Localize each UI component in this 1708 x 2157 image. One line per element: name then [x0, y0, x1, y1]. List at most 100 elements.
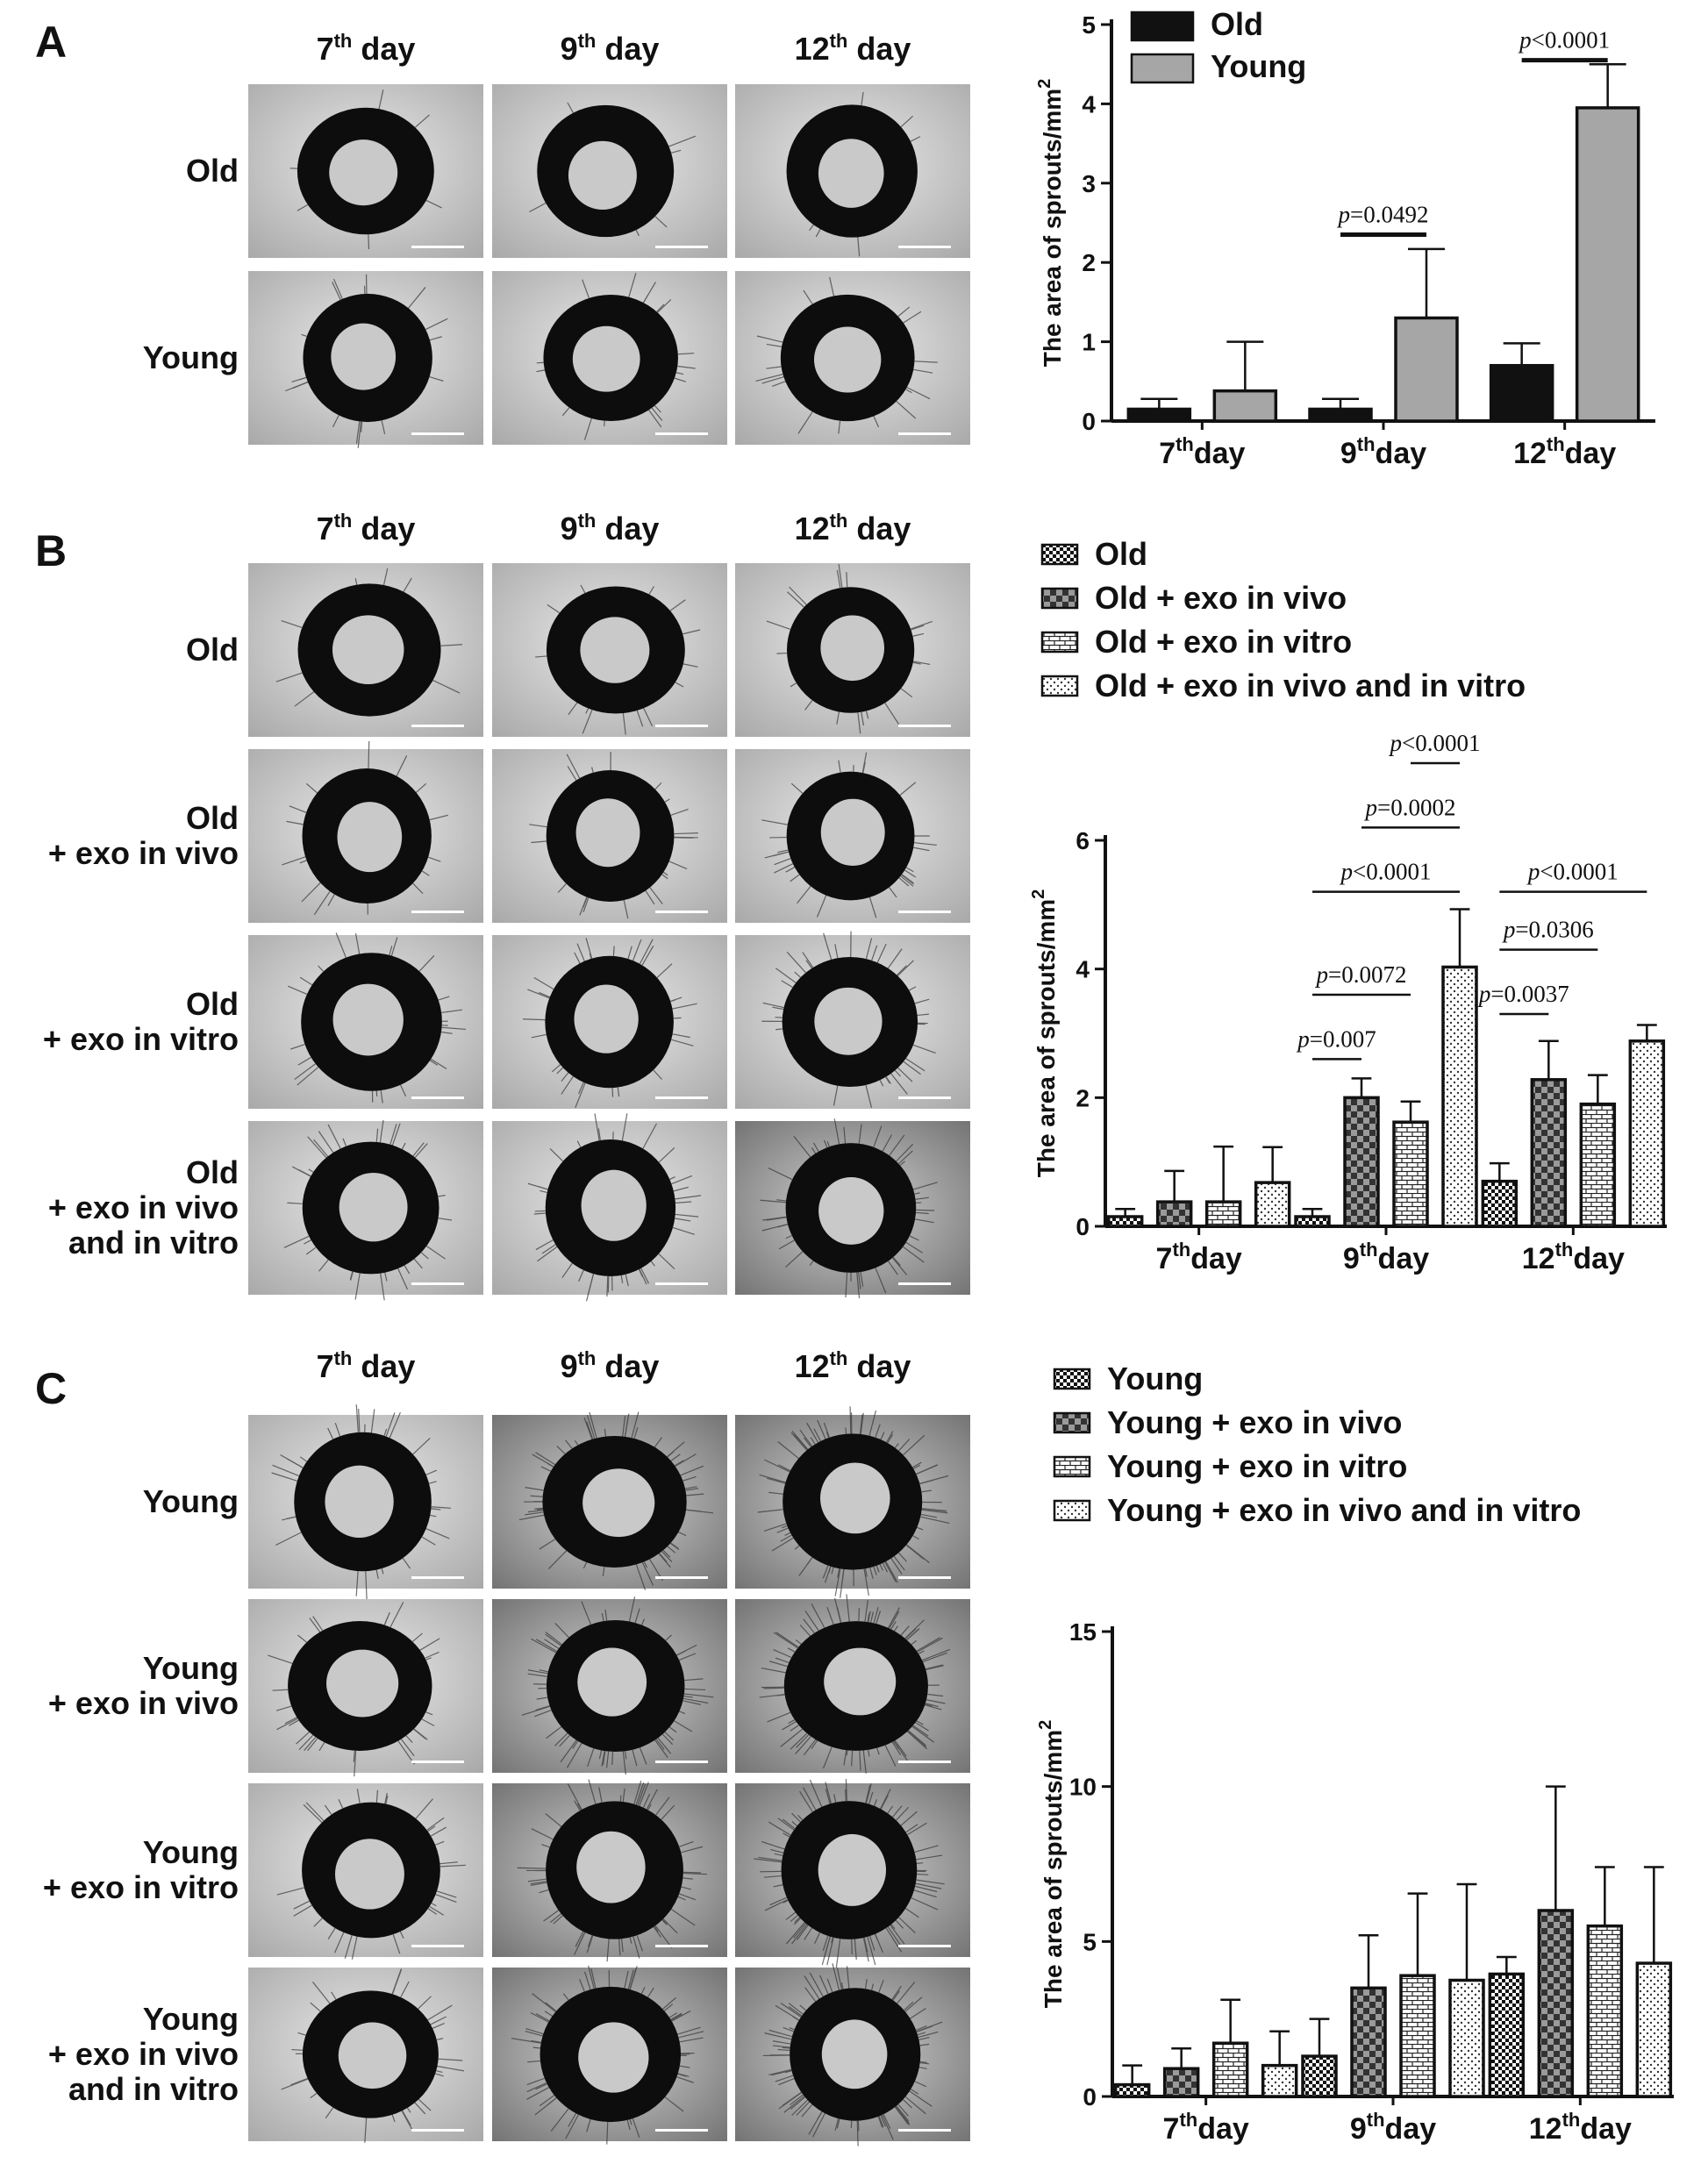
ring-lumen [576, 1831, 646, 1903]
bar [1261, 2063, 1298, 2098]
p-value-label: p=0.0306 [1502, 917, 1594, 943]
ring-lumen [332, 983, 404, 1056]
legend-swatch [1053, 1455, 1091, 1478]
scale-bar [655, 725, 708, 727]
ring-lumen [574, 984, 639, 1054]
y-tick-label: 1 [1082, 329, 1096, 356]
scale-bar [411, 725, 464, 727]
column-header: 9th day [561, 30, 660, 67]
column-header: 9th day [561, 510, 660, 546]
day-word: day [352, 1348, 415, 1384]
ring-lumen [820, 798, 885, 866]
day-number: 9 [561, 511, 578, 546]
micrograph [248, 1120, 483, 1301]
sprouts [517, 1779, 707, 1962]
p-symbol: p [1337, 202, 1351, 228]
scale-bar [898, 1282, 951, 1285]
micrograph [248, 1783, 483, 1960]
day-word: day [1580, 2112, 1632, 2146]
day-word: day [352, 31, 415, 67]
ordinal-suffix: th [1172, 1239, 1190, 1261]
day-word: day [596, 31, 659, 67]
bar [1575, 106, 1640, 423]
sprouts [271, 1404, 451, 1600]
micrograph [492, 271, 727, 445]
p-value-label: p=0.0002 [1364, 794, 1456, 820]
scale-bar [411, 1282, 464, 1285]
ring-lumen [575, 798, 640, 868]
scale-bar [898, 1576, 951, 1579]
ring-lumen [814, 987, 883, 1055]
legend-label: Old [1095, 536, 1147, 572]
bar [1254, 1181, 1291, 1228]
legend: Young Young + exo in vivo Young + exo in v… [1053, 1361, 1581, 1528]
day-number: 9 [1340, 437, 1357, 470]
bar [1392, 1120, 1429, 1228]
bar [1635, 1961, 1673, 2098]
x-tick-label: 7thday [1159, 433, 1245, 470]
p-value: =0.0306 [1515, 917, 1593, 943]
ring-lumen [820, 615, 885, 682]
row-label: + exo in vivo [48, 2036, 239, 2072]
scale-bar [411, 432, 464, 435]
row-label: Young [143, 1483, 239, 1519]
scale-bar [898, 2129, 951, 2132]
micrograph [735, 271, 970, 445]
ring-lumen [580, 617, 650, 683]
row-label: + exo in vivo [48, 1685, 239, 1721]
y-tick-label: 5 [1083, 1928, 1097, 1955]
y-axis-label: The area of sprouts/mm2 [1029, 889, 1060, 1178]
p-value: =0.0492 [1350, 202, 1428, 228]
legend-label: Young [1211, 48, 1306, 84]
sprouts [521, 1596, 714, 1775]
ring-lumen [824, 1647, 897, 1716]
micrograph [248, 1599, 483, 1777]
ring-lumen [578, 2022, 649, 2093]
micrograph [735, 931, 970, 1109]
ring-lumen [818, 139, 884, 208]
legend-swatch [1040, 543, 1079, 566]
bar [1212, 389, 1278, 423]
p-symbol: p [1518, 27, 1532, 54]
ring-lumen [577, 1647, 647, 1717]
row-label: and in vitro [68, 2071, 239, 2107]
day-number: 12 [795, 511, 830, 546]
micrograph [492, 84, 727, 258]
y-tick-label: 15 [1069, 1618, 1097, 1646]
p-value-label: p=0.0037 [1477, 981, 1569, 1007]
bar [1204, 1200, 1242, 1228]
day-number: 9 [1350, 2112, 1367, 2146]
micrograph [248, 271, 483, 448]
sprouts [755, 276, 938, 434]
legend-label: Old + exo in vivo and in vitro [1095, 668, 1526, 704]
day-number: 12 [1529, 2112, 1562, 2146]
sprouts [529, 102, 697, 237]
day-number: 9 [1343, 1242, 1360, 1275]
bar [1586, 1924, 1624, 2098]
x-tick-label: 9thday [1340, 433, 1426, 470]
sprouts [759, 1594, 951, 1774]
ring-lumen [581, 1169, 647, 1241]
sprouts [276, 1789, 466, 1960]
day-word: day [1376, 437, 1427, 470]
x-tick-label: 12thday [1529, 2109, 1632, 2146]
row-label: + exo in vivo [48, 835, 239, 871]
column-header: 7th day [317, 30, 416, 67]
micrograph [492, 1113, 727, 1302]
ordinal-suffix: th [1357, 433, 1376, 455]
p-symbol: p [1364, 794, 1378, 820]
ring-lumen [821, 2019, 888, 2089]
x-tick-label: 9thday [1343, 1239, 1429, 1275]
p-value-label: p<0.0001 [1340, 859, 1432, 885]
day-word: day [1385, 2112, 1437, 2146]
p-value: <0.0001 [1402, 730, 1480, 756]
p-value: =0.0002 [1377, 794, 1455, 820]
y-axis-label-sup: 2 [1035, 79, 1054, 89]
micrograph [492, 1779, 727, 1962]
day-number: 12 [1513, 437, 1547, 470]
column-header: 12th day [795, 510, 911, 546]
bar [1294, 1215, 1331, 1228]
day-number: 9 [561, 1348, 578, 1384]
day-word: day [1573, 1242, 1625, 1275]
row-label: Old [186, 632, 239, 668]
